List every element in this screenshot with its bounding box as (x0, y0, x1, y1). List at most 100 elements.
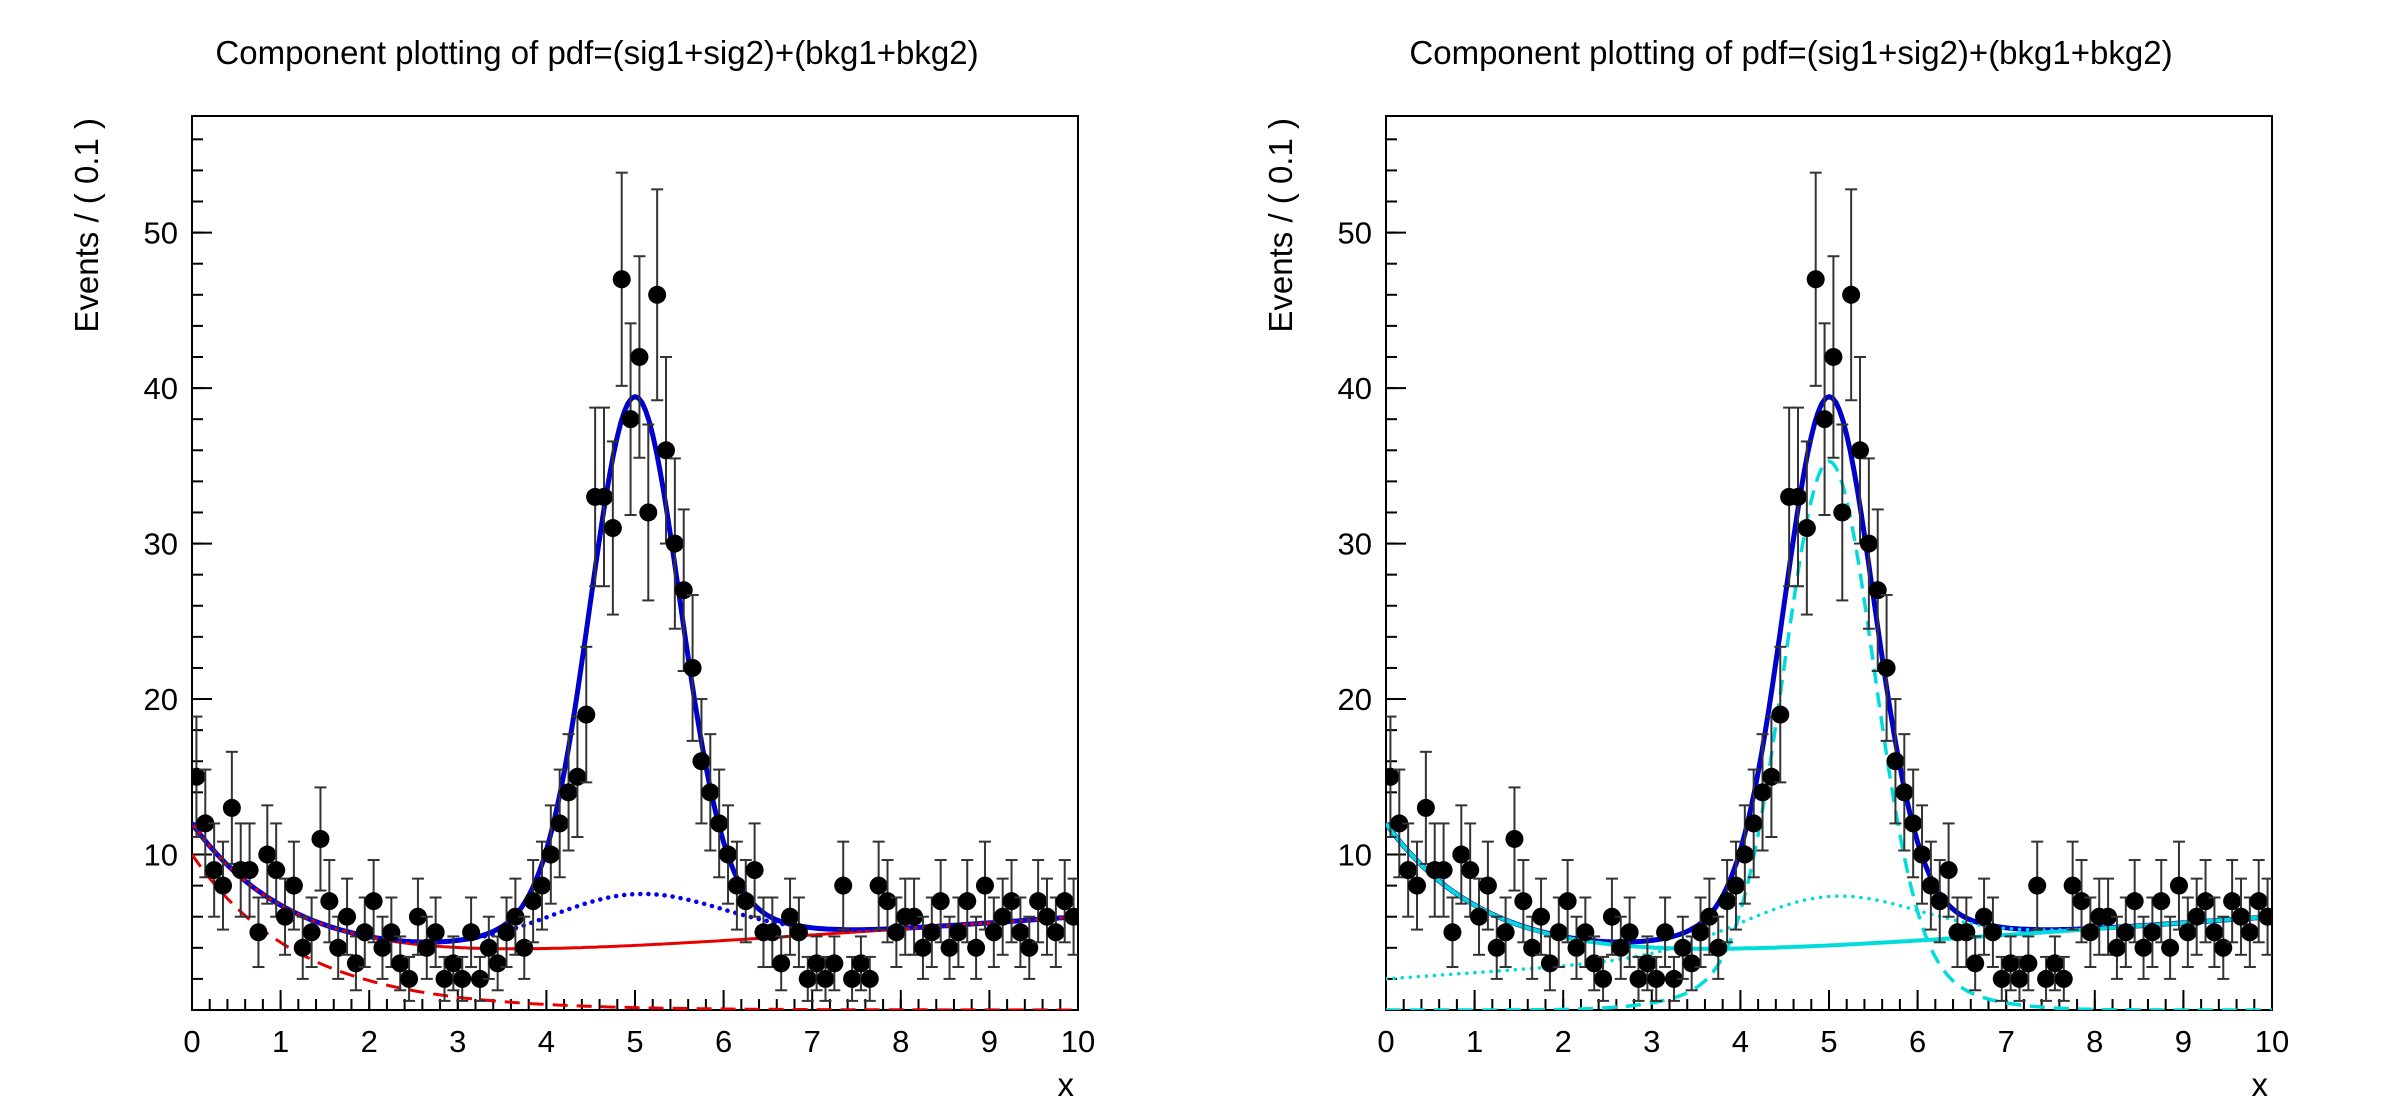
data-point (993, 907, 1012, 926)
data-point (798, 969, 817, 988)
data-point (843, 969, 862, 988)
y-tick-label: 50 (144, 216, 178, 251)
data-point (311, 829, 330, 848)
data-point (267, 861, 286, 880)
data-point (1002, 892, 1021, 911)
data-point (851, 954, 870, 973)
data-point (568, 767, 587, 786)
data-point (2258, 907, 2272, 926)
data-point (1585, 954, 1604, 973)
data-point (2249, 892, 2268, 911)
data-point (382, 923, 401, 942)
data-point (674, 581, 693, 600)
data-point (727, 876, 746, 895)
data-point (515, 938, 534, 957)
data-point (1673, 938, 1692, 957)
data-point (922, 923, 941, 942)
plot-title-left: Component plotting of pdf=(sig1+sig2)+(b… (215, 34, 979, 71)
data-point (1594, 969, 1613, 988)
data-point (192, 767, 206, 786)
data-point (657, 441, 676, 460)
y-axis-title: Events / ( 0.1 ) (68, 118, 105, 333)
data-point (2001, 954, 2020, 973)
data-point (1029, 892, 1048, 911)
x-tick-label: 2 (361, 1024, 378, 1059)
data-point (975, 876, 994, 895)
data-point (1957, 923, 1976, 942)
data-point (541, 845, 560, 864)
y-tick-label: 40 (1338, 371, 1372, 406)
data-point (1726, 876, 1745, 895)
data-point (1620, 923, 1639, 942)
data-point (1815, 410, 1834, 429)
data-point (958, 892, 977, 911)
data-point (488, 954, 507, 973)
plot-title-right: Component plotting of pdf=(sig1+sig2)+(b… (1409, 34, 2173, 71)
data-point (1638, 954, 1657, 973)
data-point (1709, 938, 1728, 957)
data-point (391, 954, 410, 973)
data-point (240, 861, 259, 880)
data-point (683, 658, 702, 677)
data-point (346, 954, 365, 973)
data-point (1611, 938, 1630, 957)
data-point (789, 923, 808, 942)
data-point (1851, 441, 1870, 460)
data-point (577, 705, 596, 724)
data-point (302, 923, 321, 942)
data-point (1824, 347, 1843, 366)
data-point (781, 907, 800, 926)
data-point (1470, 907, 1489, 926)
data-point (2054, 969, 2073, 988)
data-point (984, 923, 1003, 942)
axis-tick-labels: 0 1 2 3 4 5 6 7 8 9 10 10 20 30 40 50 (144, 216, 1096, 1059)
x-tick-label: 3 (1643, 1024, 1660, 1059)
data-point (1700, 907, 1719, 926)
data-point (293, 938, 312, 957)
data-point (1682, 954, 1701, 973)
data-point (763, 923, 782, 942)
data-point (1037, 907, 1056, 926)
data-point (710, 814, 729, 833)
data-point (1859, 534, 1878, 553)
data-point (1868, 581, 1887, 600)
data-point (1833, 503, 1852, 522)
data-point (1983, 923, 2002, 942)
data-point (603, 519, 622, 538)
y-axis (1386, 138, 1406, 1011)
data-point (532, 876, 551, 895)
x-tick-label: 4 (1732, 1024, 1749, 1059)
data-point (1886, 752, 1905, 771)
sig-total-curve (1386, 459, 2272, 1010)
data-point (1656, 923, 1675, 942)
x-tick-label: 9 (2175, 1024, 2192, 1059)
data-point (630, 347, 649, 366)
data-point (364, 892, 383, 911)
data-point (940, 938, 959, 957)
data-point (1735, 845, 1754, 864)
data-point (1496, 923, 1515, 942)
x-axis-title: x (1058, 1066, 1075, 1103)
data-point (214, 876, 233, 895)
data-point (1478, 876, 1497, 895)
axis-tick-labels: 0 1 2 3 4 5 6 7 8 9 10 10 20 30 40 50 (1338, 216, 2290, 1059)
data-point (1532, 907, 1551, 926)
x-tick-label: 3 (449, 1024, 466, 1059)
data-point (417, 938, 436, 957)
data-point (2214, 938, 2233, 957)
data-point (355, 923, 374, 942)
data-point (692, 752, 711, 771)
y-axis-title: Events / ( 0.1 ) (1262, 118, 1299, 333)
data-point (869, 876, 888, 895)
data-point (736, 892, 755, 911)
data-point (276, 907, 295, 926)
x-tick-label: 0 (183, 1024, 200, 1059)
x-tick-label: 10 (1061, 1024, 1095, 1059)
data-point (1921, 876, 1940, 895)
pad-left: Component plotting of pdf=(sig1+sig2)+(b… (68, 34, 1096, 1103)
data-point (1505, 829, 1524, 848)
x-tick-label: 1 (1466, 1024, 1483, 1059)
data-point (205, 861, 224, 880)
data-point (701, 783, 720, 802)
